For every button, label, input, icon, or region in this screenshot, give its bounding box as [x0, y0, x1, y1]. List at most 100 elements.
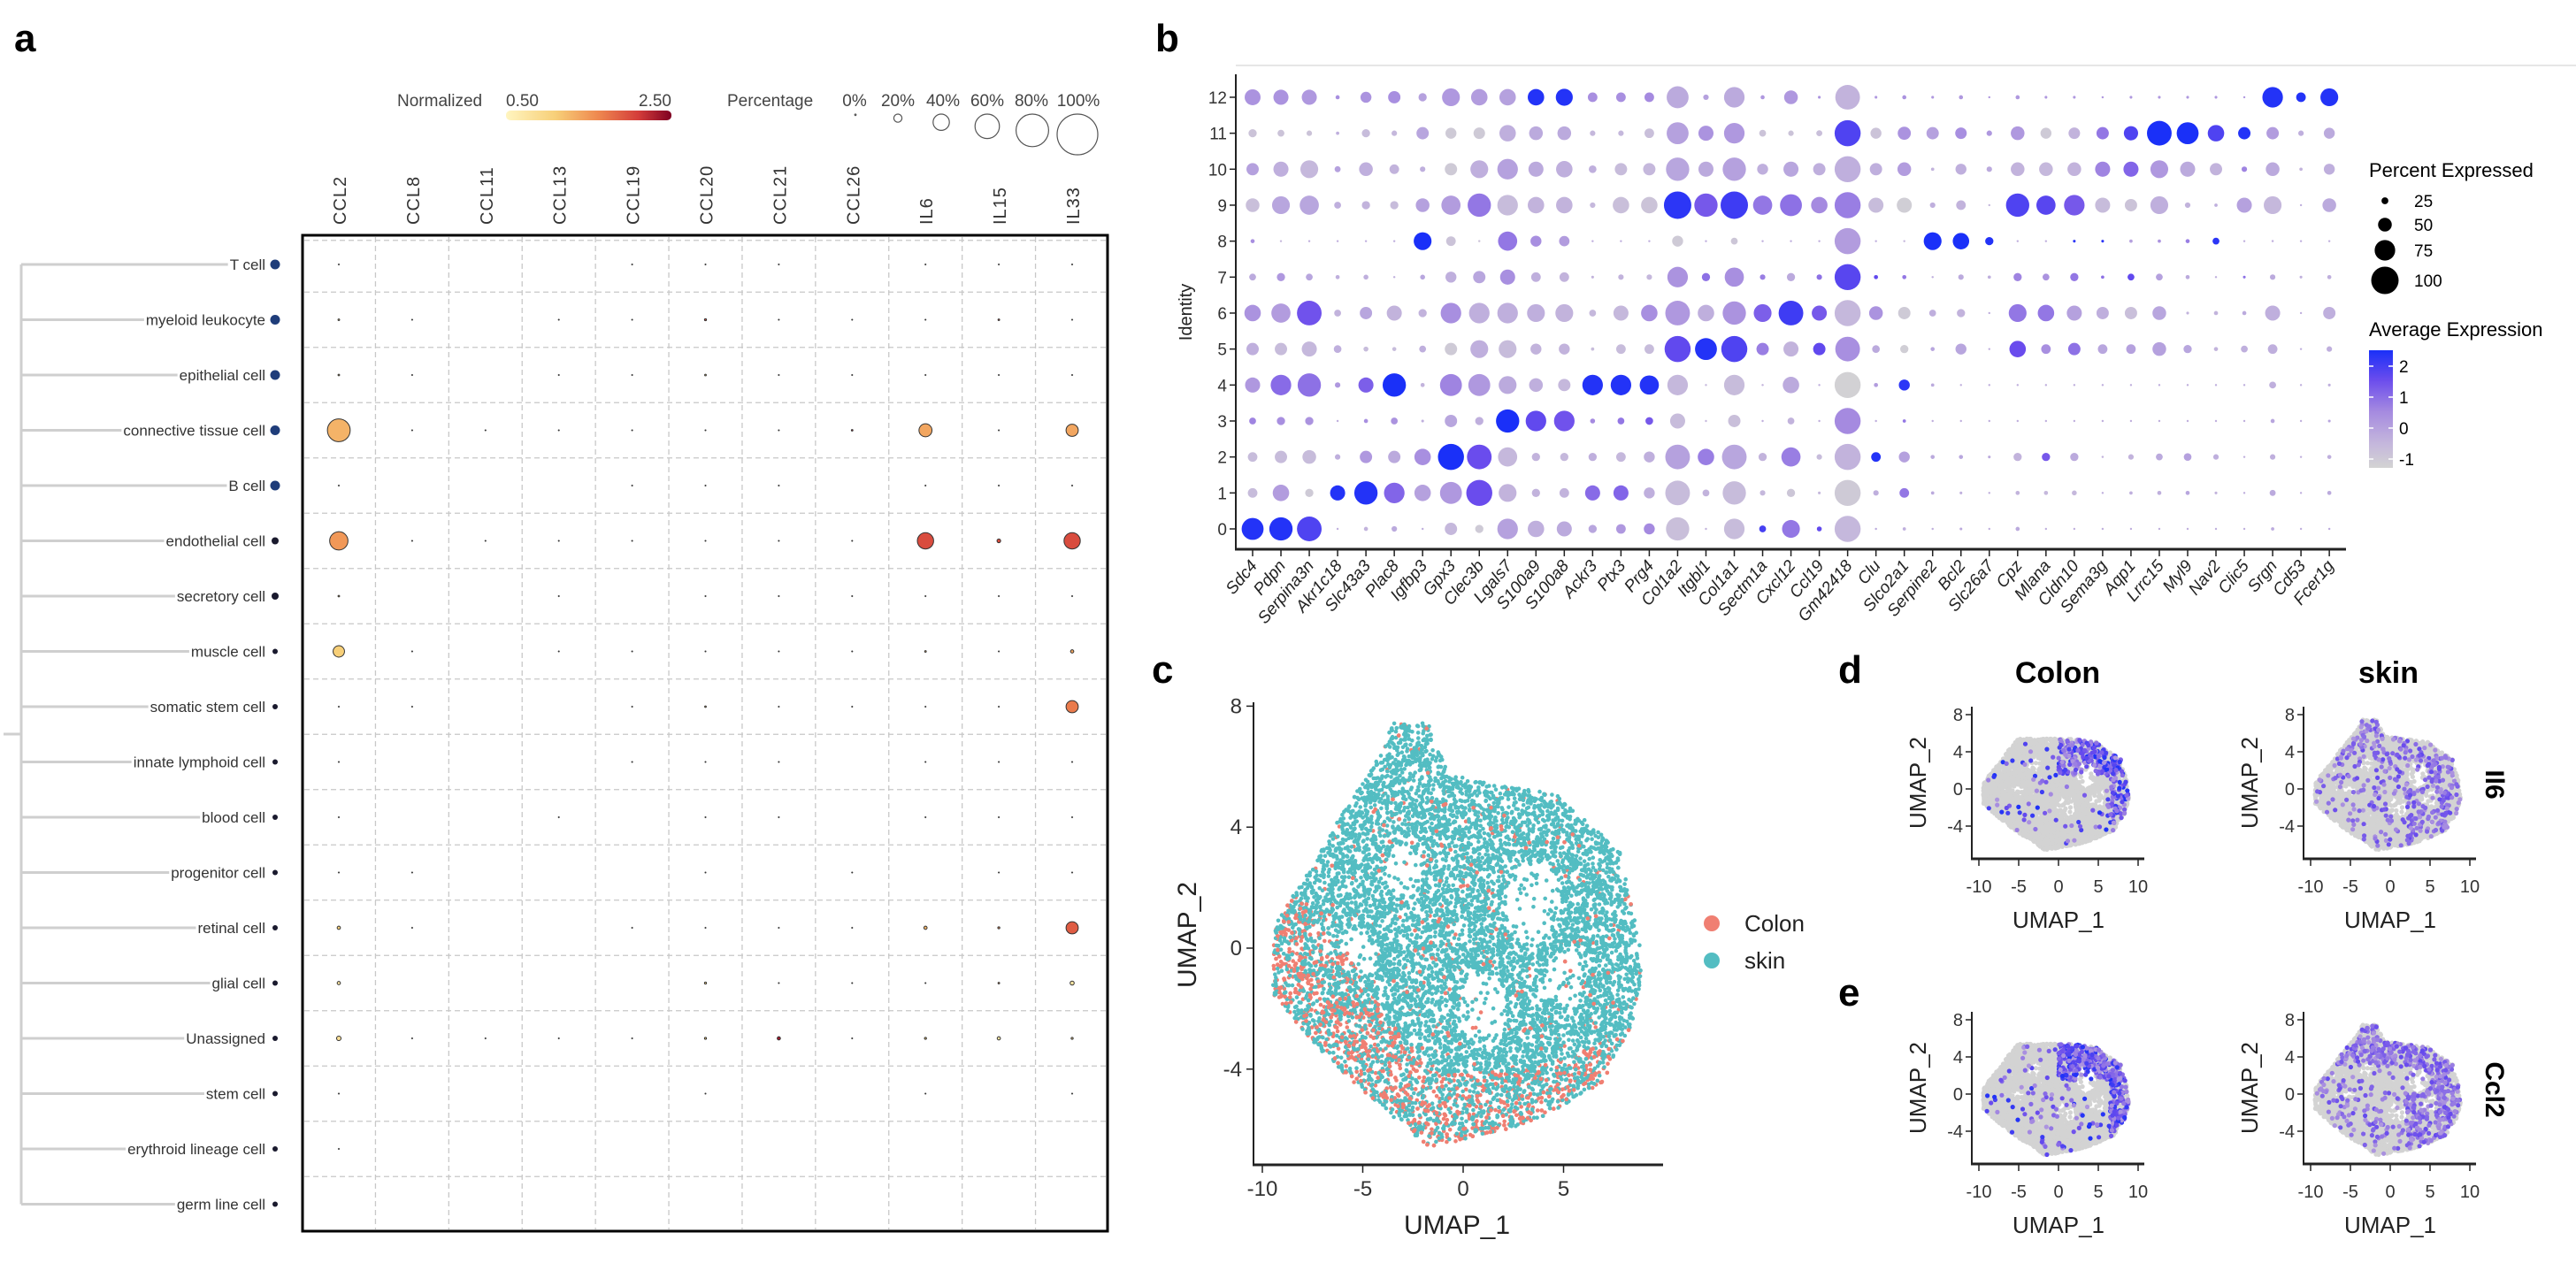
dot	[1613, 196, 1629, 214]
umap-point-skin	[1400, 985, 1405, 990]
dot	[1445, 163, 1458, 176]
column-label: CCL20	[698, 165, 717, 225]
umap-point-skin	[1380, 919, 1384, 923]
dot	[2185, 239, 2190, 243]
y-tick-label: 7	[1217, 269, 1227, 287]
umap-point-skin	[1340, 812, 1345, 817]
dot	[1931, 96, 1935, 99]
dot	[1300, 195, 1319, 215]
umap-point-colon	[1287, 946, 1292, 952]
umap-point-skin	[1470, 999, 1475, 1005]
dot	[1644, 128, 1654, 139]
dot	[2298, 130, 2304, 136]
panel-label-b: b	[1155, 17, 1179, 60]
umap-point-skin	[1622, 882, 1627, 886]
dot	[557, 815, 560, 819]
dot	[2270, 418, 2275, 424]
dot	[1988, 348, 1990, 350]
dot	[2241, 166, 2248, 172]
umap-point-skin	[1578, 856, 1583, 861]
dot	[2070, 272, 2079, 281]
dot	[1834, 264, 1861, 291]
dot	[1441, 195, 1461, 215]
dot	[1336, 131, 1339, 135]
umap-point-skin	[1378, 754, 1384, 758]
column-label: CCL11	[478, 166, 497, 225]
dot	[778, 373, 780, 377]
umap-point-colon	[1539, 1099, 1544, 1105]
umap-point-skin	[1545, 1082, 1549, 1087]
umap-point-skin	[1423, 898, 1429, 902]
umap-point-skin	[1386, 1022, 1392, 1027]
dot	[1667, 122, 1689, 145]
dot	[1555, 303, 1574, 323]
dot	[1756, 342, 1769, 356]
dot	[2158, 527, 2161, 531]
umap-point-skin	[1550, 888, 1555, 893]
dot	[1818, 384, 1821, 387]
umap-point-colon	[1506, 1103, 1510, 1108]
dot	[1496, 409, 1520, 433]
column-label: CCL2	[331, 176, 350, 225]
dot	[1835, 85, 1860, 110]
umap-point-skin	[1440, 948, 1445, 953]
dot	[1615, 452, 1626, 463]
umap-point-skin	[1531, 896, 1537, 901]
dot	[1361, 201, 1370, 210]
dot	[1761, 419, 1764, 423]
dot	[2150, 160, 2169, 179]
umap-point-skin	[1303, 914, 1307, 918]
dot	[1335, 95, 1340, 100]
size-legend-title: Percent Expressed	[2369, 159, 2534, 181]
umap-point-skin	[1583, 936, 1589, 941]
dendrogram-node	[272, 759, 278, 765]
dot	[1249, 417, 1256, 425]
umap-point-colon	[1445, 1117, 1450, 1122]
dot	[2299, 527, 2303, 531]
dendrogram-node	[270, 480, 280, 491]
dot	[1364, 240, 1368, 242]
umap-point-skin	[1479, 922, 1484, 926]
y-tick-label: 5	[1217, 341, 1227, 360]
dot	[2266, 162, 2280, 177]
y-tick-label: 12	[1208, 89, 1227, 108]
dot	[1959, 419, 1962, 423]
size-legend: 0% 20% 40% 60% 80% 100%	[842, 92, 1100, 156]
size-legend-circle	[1015, 113, 1049, 148]
dot	[2073, 384, 2076, 387]
row-label: glial cell	[212, 976, 265, 992]
umap-point-skin	[1384, 985, 1388, 991]
dot	[2095, 197, 2111, 213]
umap-point-skin	[1433, 1002, 1438, 1007]
umap-point-skin	[1637, 943, 1642, 947]
dot	[2327, 419, 2331, 423]
dot	[1870, 127, 1882, 139]
dot	[1591, 347, 1595, 351]
dot	[2266, 126, 2280, 140]
dot	[778, 815, 780, 819]
umap-point-skin	[1376, 1043, 1381, 1047]
dot	[2039, 162, 2053, 177]
umap-point-skin	[1494, 971, 1499, 976]
dot	[1955, 164, 1966, 175]
dot	[1899, 487, 1910, 498]
dot	[924, 761, 927, 763]
umap-point-colon	[1322, 938, 1327, 944]
dot	[704, 594, 707, 598]
dot	[1874, 96, 1878, 99]
dot	[2067, 342, 2081, 356]
dot	[1834, 516, 1861, 542]
dot	[1363, 418, 1368, 424]
dot	[704, 815, 707, 819]
dot	[2299, 384, 2303, 387]
umap-point-skin	[1477, 852, 1482, 856]
dot	[335, 1035, 342, 1042]
dot	[1702, 489, 1710, 497]
umap-point-skin	[1276, 918, 1281, 923]
umap-point-skin	[1510, 830, 1515, 834]
umap-point-skin	[1468, 1089, 1472, 1093]
dot	[1644, 344, 1654, 355]
dot	[2214, 276, 2218, 279]
dot	[1553, 410, 1575, 432]
dot	[1528, 88, 1545, 106]
